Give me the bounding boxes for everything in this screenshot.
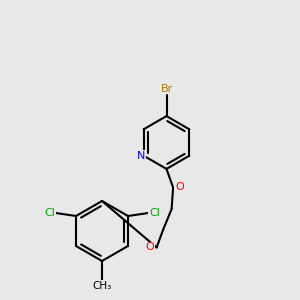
Text: O: O (146, 242, 154, 253)
Text: Cl: Cl (149, 208, 160, 218)
Text: O: O (175, 182, 184, 193)
Text: Cl: Cl (44, 208, 55, 218)
Text: CH₃: CH₃ (92, 281, 112, 291)
Text: N: N (137, 151, 146, 161)
Text: Br: Br (160, 83, 172, 94)
